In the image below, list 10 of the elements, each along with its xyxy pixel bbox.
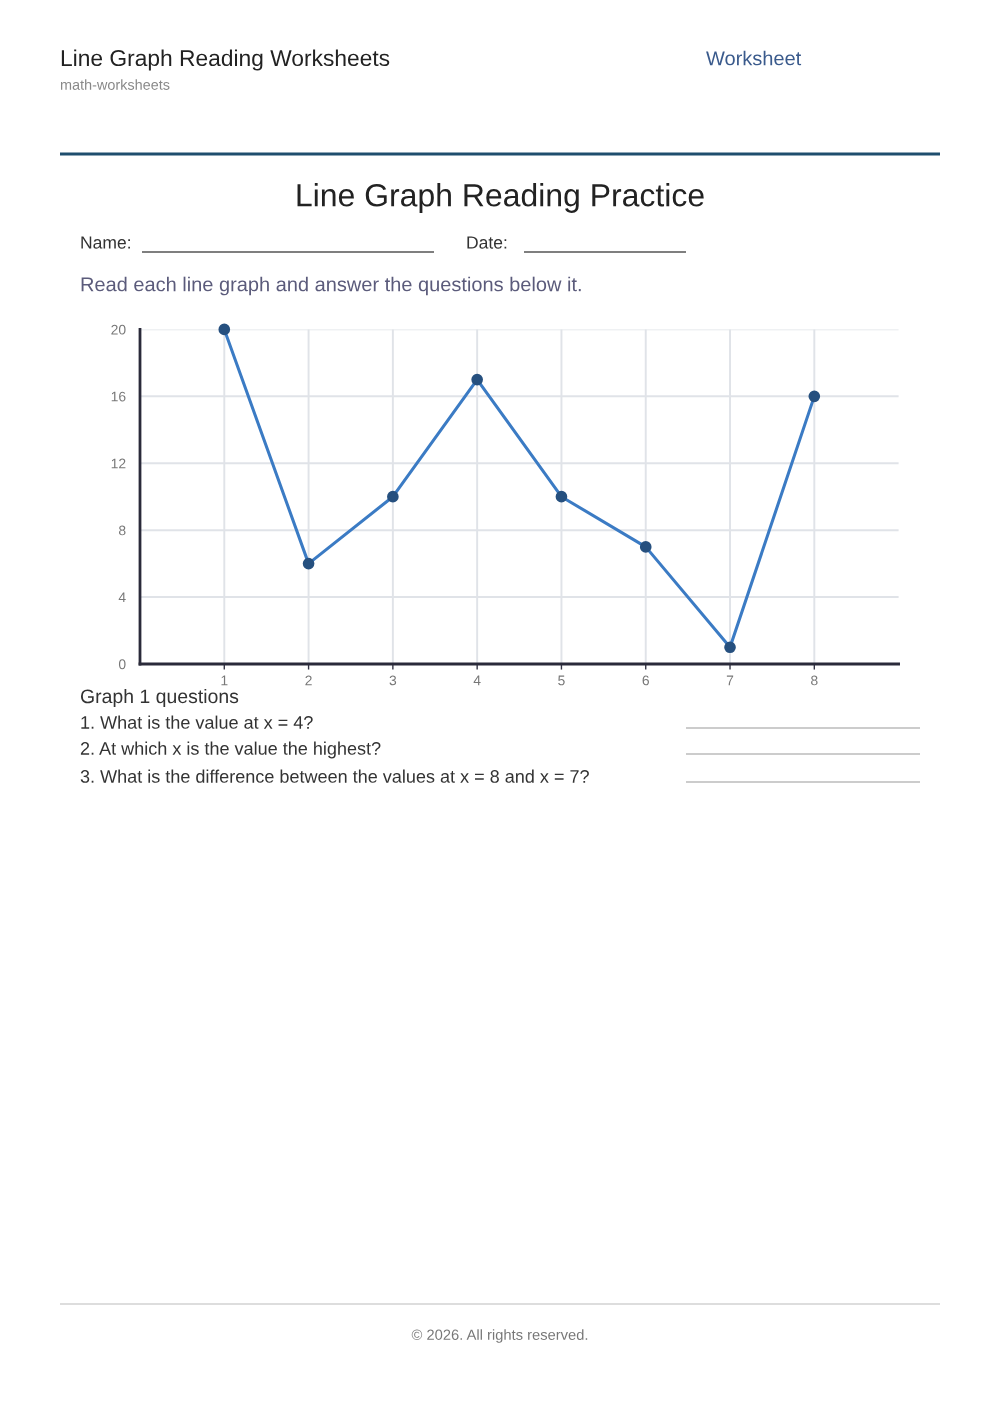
- text: Worksheet: [706, 50, 802, 66]
- text: Date:: [467, 236, 507, 249]
- chart-title: Line Graph Reading Practice: [297, 183, 704, 213]
- text: 3. What is the difference between the values at x = 8 and x = 7?: [80, 769, 589, 783]
- text: Name:: [81, 236, 130, 249]
- caption: Graph 1 questions: [80, 688, 239, 708]
- text: 1. What is the value at x = 4?: [81, 715, 313, 729]
- text: Line Graph Reading Worksheets: [61, 49, 390, 71]
- text: 2. At which x is the value the highest?: [80, 741, 381, 759]
- chart-subtitle: Read each line graph and answer the questions below it.: [81, 276, 581, 296]
